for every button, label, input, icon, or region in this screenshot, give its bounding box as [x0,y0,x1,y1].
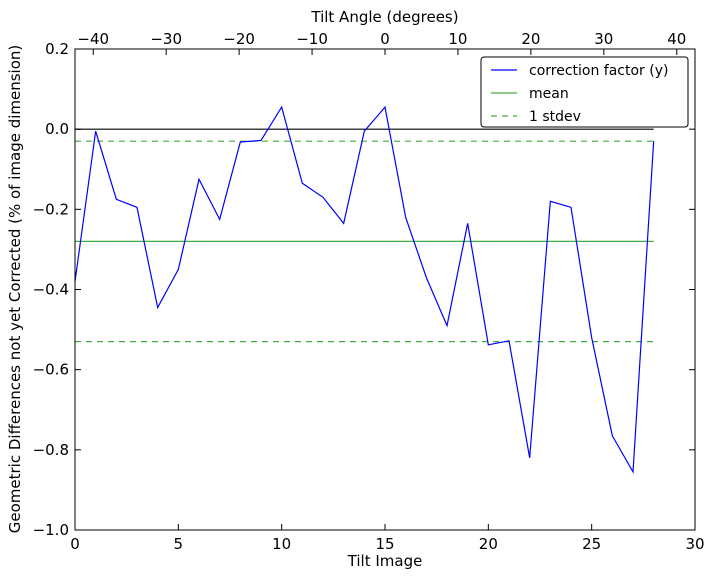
x-tick-label: 5 [174,535,184,553]
top-tick-label: −30 [150,30,182,48]
y-tick-label: −0.2 [33,200,69,218]
top-tick-label: −10 [296,30,328,48]
legend-label: mean [529,86,569,102]
top-ticks: −40 −30 −20 −10 0 10 20 30 40 [77,30,686,55]
series-line-0 [74,105,655,474]
y-tick-label: 0.2 [45,40,69,58]
x-tick-label: 0 [70,535,80,553]
plot-lines [74,105,655,474]
y-tick-label: −0.8 [33,441,69,459]
y-axis-title: Geometric Differences not yet Corrected … [6,45,24,534]
top-tick-label: 40 [667,30,686,48]
x-tick-label: 30 [685,535,704,553]
legend: correction factor (y) mean 1 stdev [480,56,689,128]
bottom-ticks: 0 5 10 15 20 25 30 [70,524,705,553]
legend-label: correction factor (y) [529,63,668,79]
y-tick-label: −0.4 [33,281,69,299]
x-tick-label: 25 [582,535,601,553]
y-tick-label: −1.0 [33,521,69,539]
top-tick-label: −20 [223,30,255,48]
x-tick-label: 10 [272,535,291,553]
x-axis-title: Tilt Image [347,552,423,570]
top-tick-label: −40 [77,30,109,48]
legend-label: 1 stdev [529,109,581,125]
top-tick-label: 20 [521,30,540,48]
top-axis-title: Tilt Angle (degrees) [310,8,458,26]
left-ticks: 0.2 0.0 −0.2 −0.4 −0.6 −0.8 −1.0 [33,40,695,539]
legend-items: correction factor (y) mean 1 stdev [491,63,668,125]
top-tick-label: 0 [380,30,390,48]
y-tick-label: −0.6 [33,361,69,379]
y-tick-label: 0.0 [45,120,69,138]
x-tick-label: 15 [375,535,394,553]
top-tick-label: 30 [594,30,613,48]
x-tick-label: 20 [479,535,498,553]
legend-box [480,56,689,128]
top-tick-label: 10 [448,30,467,48]
